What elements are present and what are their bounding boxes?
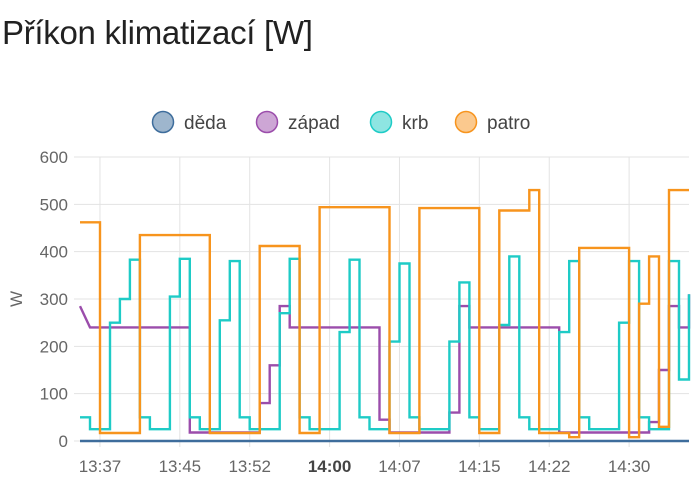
y-tick-label: 400	[40, 243, 68, 262]
legend-marker-0	[151, 110, 175, 134]
legend-label-2[interactable]: krb	[402, 113, 428, 134]
legend-marker-2	[369, 110, 393, 134]
series-line-3	[80, 188, 689, 439]
x-tick-label: 13:37	[79, 457, 122, 476]
x-tick-label: 13:45	[159, 457, 202, 476]
legend-marker-1	[255, 110, 279, 134]
legend-label-0[interactable]: děda	[184, 113, 227, 134]
x-tick-label: 14:30	[608, 457, 651, 476]
legend-label-3[interactable]: patro	[487, 113, 530, 134]
legend-marker-3	[454, 110, 478, 134]
chart-series	[78, 188, 691, 443]
y-tick-label: 600	[40, 148, 68, 167]
legend-label-1[interactable]: západ	[288, 113, 340, 134]
series-line-1	[78, 294, 691, 434]
y-tick-label: 300	[40, 290, 68, 309]
y-tick-label: 500	[40, 195, 68, 214]
x-tick-label: 14:00	[308, 457, 351, 476]
y-axis: 0 100 200 300 400 500 600	[40, 148, 68, 451]
x-tick-label: 14:22	[528, 457, 571, 476]
y-axis-label: W	[7, 291, 26, 307]
y-tick-label: 200	[40, 337, 68, 356]
y-tick-label: 100	[40, 385, 68, 404]
y-tick-label: 0	[59, 432, 68, 451]
x-tick-label: 14:07	[378, 457, 421, 476]
x-tick-label: 14:15	[458, 457, 501, 476]
chart-grid	[74, 156, 689, 447]
chart-legend: děda západ krb patro	[151, 110, 530, 134]
x-tick-label: 13:52	[228, 457, 271, 476]
chart-title: Příkon klimatizací [W]	[2, 14, 313, 51]
x-axis: 13:37 13:45 13:52 14:00 14:07 14:15 14:22 14:30	[79, 457, 651, 476]
series-line-2	[80, 255, 691, 431]
